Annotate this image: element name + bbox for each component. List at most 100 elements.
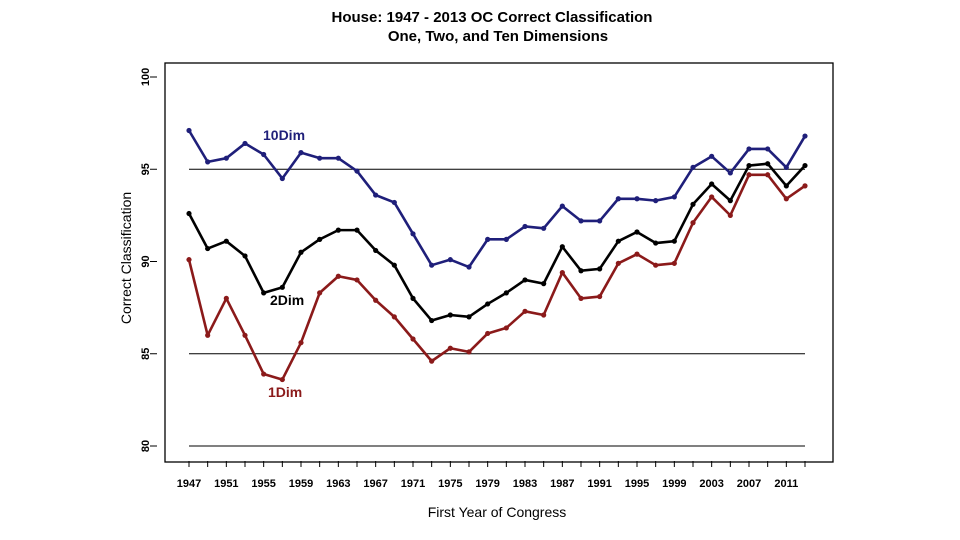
data-point-2dim (447, 312, 453, 318)
data-point-1dim (466, 349, 472, 355)
data-point-1dim (709, 194, 715, 200)
data-point-2dim (541, 281, 547, 287)
series-group (186, 127, 808, 383)
x-tick-label: 1999 (662, 478, 686, 490)
data-point-1dim (279, 376, 285, 383)
x-tick-label: 2011 (774, 478, 798, 490)
x-axis-label: First Year of Congress (428, 504, 567, 520)
x-tick-label: 1947 (177, 478, 201, 490)
data-point-1dim (727, 212, 733, 218)
data-point-10dim (559, 203, 565, 209)
data-point-10dim (354, 168, 360, 174)
data-point-10dim (746, 146, 752, 152)
data-point-1dim (410, 336, 416, 342)
data-point-10dim (653, 198, 659, 204)
gridlines (189, 168, 805, 447)
data-point-10dim (615, 196, 621, 202)
plot-frame (164, 62, 834, 463)
data-point-10dim (373, 192, 379, 198)
data-point-1dim (373, 297, 379, 303)
data-point-2dim (354, 227, 360, 233)
data-point-2dim (709, 181, 715, 187)
data-point-1dim (783, 196, 789, 202)
data-point-10dim (783, 164, 789, 171)
data-point-10dim (485, 236, 491, 242)
data-point-10dim (261, 151, 267, 158)
data-point-2dim (615, 238, 621, 244)
data-point-2dim (298, 249, 304, 255)
data-point-10dim (410, 231, 416, 237)
x-tick-label: 1975 (438, 478, 462, 490)
data-point-2dim (485, 301, 491, 307)
data-point-2dim (653, 240, 659, 246)
chart-title: House: 1947 - 2013 OC Correct Classifica… (332, 9, 653, 26)
data-point-1dim (335, 273, 341, 279)
data-point-2dim (522, 277, 528, 283)
x-tick-label: 1983 (513, 478, 537, 490)
series-label-1dim: 1Dim (268, 384, 302, 400)
data-point-1dim (485, 330, 491, 337)
data-point-1dim (261, 371, 267, 377)
data-point-2dim (783, 183, 789, 189)
data-point-1dim (317, 290, 323, 296)
data-point-10dim (205, 159, 211, 165)
data-point-1dim (447, 345, 453, 351)
y-tick-label: 95 (140, 163, 152, 175)
data-point-10dim (391, 199, 397, 206)
data-point-10dim (578, 218, 584, 224)
data-point-2dim (429, 317, 435, 324)
data-point-10dim (541, 225, 547, 231)
data-point-2dim (727, 198, 733, 204)
data-point-1dim (578, 295, 584, 301)
x-tick-label: 1955 (251, 478, 275, 490)
data-point-2dim (317, 236, 323, 242)
data-point-2dim (373, 247, 379, 254)
data-point-2dim (671, 238, 677, 244)
x-tick-label: 1995 (625, 478, 649, 490)
data-point-2dim (279, 284, 285, 290)
x-tick-label: 1971 (401, 478, 425, 490)
series-labels: 10Dim 2Dim 1Dim (263, 127, 305, 400)
data-point-2dim (597, 266, 603, 272)
data-point-10dim (447, 257, 453, 263)
x-tick-label: 1979 (475, 478, 499, 490)
data-point-1dim (298, 340, 304, 346)
data-point-2dim (802, 162, 808, 169)
y-tick-label: 90 (140, 255, 152, 267)
data-point-1dim (391, 314, 397, 320)
series-line-10dim (187, 129, 807, 269)
x-tick-label: 1963 (326, 478, 350, 490)
data-point-1dim (765, 172, 771, 178)
data-point-2dim (503, 290, 509, 296)
data-point-2dim (186, 210, 192, 217)
data-point-10dim (317, 155, 323, 161)
y-axis-label: Correct Classification (118, 192, 134, 324)
data-point-1dim (205, 332, 211, 338)
data-point-2dim (466, 314, 472, 320)
data-point-10dim (503, 236, 509, 242)
y-tick-label: 100 (140, 68, 152, 86)
data-point-10dim (223, 155, 229, 161)
data-point-1dim (671, 260, 677, 266)
y-tick-label: 85 (140, 348, 152, 360)
x-tick-label: 1951 (214, 478, 238, 490)
x-tick-label: 1987 (550, 478, 574, 490)
data-point-1dim (653, 262, 659, 268)
data-point-1dim (223, 295, 229, 301)
y-axis: 80 85 90 95 100 (140, 68, 157, 452)
data-point-1dim (186, 257, 192, 263)
data-point-10dim (186, 127, 192, 134)
x-tick-label: 1991 (587, 478, 611, 490)
data-point-2dim (335, 227, 341, 233)
data-point-2dim (746, 162, 752, 169)
data-point-1dim (802, 183, 808, 189)
data-point-10dim (242, 140, 248, 147)
data-point-1dim (242, 332, 248, 338)
data-point-10dim (429, 262, 435, 268)
data-point-2dim (261, 290, 267, 296)
data-point-2dim (690, 201, 696, 207)
x-tick-label: 1959 (289, 478, 313, 490)
data-point-10dim (690, 164, 696, 171)
data-point-2dim (223, 238, 229, 244)
